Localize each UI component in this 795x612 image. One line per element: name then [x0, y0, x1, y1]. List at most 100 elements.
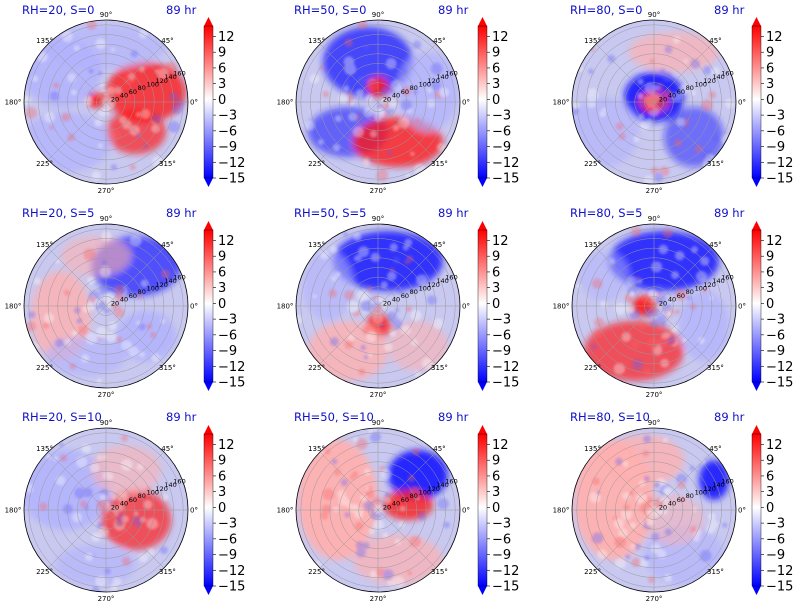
- colorbar-tick-label: 0: [218, 297, 226, 312]
- colorbar-gradient: [204, 26, 213, 178]
- colorbar-tick-label: −3: [766, 517, 785, 532]
- angle-tick-label: 90°: [648, 419, 660, 427]
- colorbar-tick-label: 3: [218, 281, 226, 296]
- field-speckle: [357, 93, 362, 98]
- field-speckle: [366, 94, 374, 102]
- field-speckle: [665, 528, 672, 535]
- angle-tick-label: 270°: [98, 187, 115, 195]
- angle-tick-label: 135°: [308, 241, 325, 249]
- angle-tick-label: 135°: [308, 445, 325, 453]
- field-speckle: [348, 112, 357, 121]
- field-speckle: [344, 56, 355, 67]
- colorbar: 129630−3−6−9−12−15: [478, 425, 519, 595]
- colorbar-tick-label: 0: [492, 93, 500, 108]
- field-speckle: [725, 98, 735, 108]
- colorbar-extend-high: [478, 221, 487, 230]
- field-speckle: [427, 99, 436, 108]
- angle-tick-label: 270°: [370, 391, 387, 399]
- field-speckle: [712, 135, 719, 142]
- field-speckle: [369, 158, 373, 162]
- panel-time-label: 89 hr: [438, 410, 469, 424]
- angle-tick-label: 45°: [709, 37, 721, 45]
- colorbar-tick-label: 9: [218, 46, 226, 61]
- field-speckle: [361, 345, 366, 350]
- field-speckle: [374, 108, 384, 118]
- colorbar-tick-label: 9: [218, 250, 226, 265]
- radial-tick-label: 80: [410, 84, 418, 92]
- colorbar-tick-label: 9: [492, 454, 500, 469]
- field-speckle: [640, 121, 649, 130]
- field-speckle: [387, 271, 396, 280]
- angle-tick-label: 135°: [584, 445, 601, 453]
- field-speckle: [160, 546, 168, 554]
- field-speckle: [101, 231, 111, 241]
- colorbar-extend-high: [204, 425, 213, 434]
- colorbar-tick-label: 12: [766, 30, 783, 45]
- colorbar-tick-label: 12: [492, 234, 509, 249]
- field-speckle: [592, 478, 599, 485]
- field-speckle: [98, 71, 102, 75]
- radial-tick-label: 20: [383, 299, 391, 307]
- radial-tick-label: 160: [173, 273, 185, 281]
- colorbar-tick-label: −3: [766, 109, 785, 124]
- field-speckle: [49, 126, 53, 130]
- field-speckle: [137, 463, 144, 470]
- radial-tick-label: 80: [686, 84, 694, 92]
- colorbar-tick-label: 12: [766, 438, 783, 453]
- panel-title: RH=20, S=10: [22, 410, 102, 424]
- panel-title: RH=80, S=10: [570, 410, 650, 424]
- colorbar-tick-label: −15: [492, 580, 519, 595]
- field-speckle: [134, 520, 141, 527]
- field-speckle: [630, 292, 634, 296]
- field-speckle: [97, 455, 102, 460]
- angle-tick-label: 270°: [370, 187, 387, 195]
- colorbar-tick-label: 9: [766, 454, 774, 469]
- field-speckle: [109, 129, 121, 141]
- angle-tick-label: 45°: [161, 37, 173, 45]
- radial-tick-label: 160: [445, 477, 457, 485]
- angle-tick-label: 270°: [646, 595, 663, 603]
- field-speckle: [123, 120, 132, 129]
- colorbar-tick-label: 6: [218, 469, 226, 484]
- polar-panel: RH=50, S=0 89 hr20 40 60 80 10012014016045°90…: [277, 3, 520, 195]
- radial-tick-label: 40: [120, 500, 128, 508]
- panel-time-label: 89 hr: [714, 3, 745, 17]
- field-speckle: [112, 495, 117, 500]
- field-speckle: [588, 88, 598, 98]
- colorbar-gradient: [478, 26, 487, 178]
- radial-tick-label: 60: [129, 292, 137, 300]
- field-speckle: [632, 359, 643, 370]
- field-speckle: [572, 102, 579, 109]
- field-speckle: [673, 36, 681, 44]
- field-speckle: [607, 55, 615, 63]
- angle-tick-label: 315°: [707, 160, 724, 168]
- field-speckle: [408, 475, 415, 482]
- radial-tick-label: 40: [120, 296, 128, 304]
- panel-time-label: 89 hr: [438, 206, 469, 220]
- radial-tick-label: 40: [392, 296, 400, 304]
- radial-tick-label: 60: [677, 496, 685, 504]
- field-speckle: [690, 304, 696, 310]
- radial-tick-label: 80: [138, 288, 146, 296]
- colorbar-tick-label: 9: [766, 250, 774, 265]
- colorbar-tick-label: 0: [492, 501, 500, 516]
- field-speckle: [136, 112, 141, 117]
- colorbar-tick-label: 9: [492, 250, 500, 265]
- colorbar-tick-label: −12: [218, 564, 245, 579]
- colorbar-tick-label: −3: [766, 313, 785, 328]
- field-speckle: [633, 136, 640, 143]
- angle-tick-label: 315°: [159, 364, 176, 372]
- field-speckle: [62, 113, 71, 122]
- radial-tick-label: 80: [686, 288, 694, 296]
- radial-tick-label: 20: [659, 299, 667, 307]
- angle-tick-label: 315°: [159, 160, 176, 168]
- angle-tick-label: 270°: [646, 391, 663, 399]
- angle-tick-label: 0°: [738, 99, 746, 107]
- field-speckle: [102, 472, 110, 480]
- colorbar-tick-label: −9: [766, 140, 785, 155]
- field-speckle: [353, 126, 364, 137]
- angle-tick-label: 0°: [462, 99, 470, 107]
- field-speckle: [81, 354, 89, 362]
- field-speckle: [92, 296, 97, 301]
- field-speckle: [626, 304, 635, 313]
